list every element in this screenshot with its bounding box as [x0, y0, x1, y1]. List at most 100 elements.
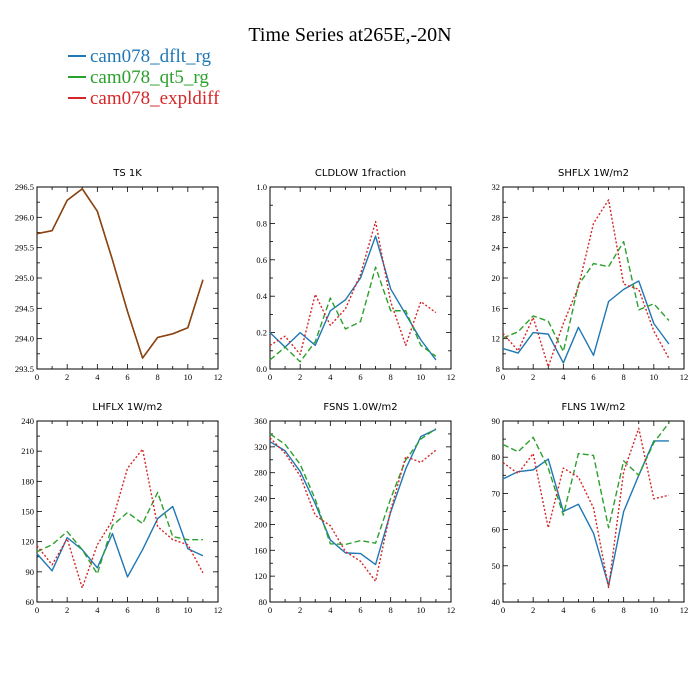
x-tick-label: 2 — [298, 372, 302, 382]
x-tick-label: 6 — [591, 372, 595, 382]
panel-1: TS 1K 0 2 4 6 8 10 12 293.5 294.0 294.5 295.0 295.5 2… — [15, 168, 222, 382]
y-tick-label: 180 — [21, 476, 34, 486]
x-tick-label: 4 — [561, 605, 566, 615]
plot-frame — [269, 420, 452, 603]
series-line-cam078_qt5_rg — [269, 428, 437, 546]
y-tick-label: 28 — [492, 212, 501, 222]
panel-title: TS 1K — [112, 168, 142, 179]
series-group — [36, 448, 204, 589]
x-tick-label: 2 — [65, 605, 69, 615]
x-tick-label: 10 — [650, 372, 659, 382]
series-line-cam078_expldiff — [36, 188, 204, 359]
y-tick-label: 60 — [492, 525, 501, 535]
y-tick-label: 70 — [492, 488, 501, 498]
legend-entry-2: cam078_qt5_rg — [68, 67, 209, 88]
y-tick-label: 150 — [21, 507, 34, 517]
y-tick-label: 16 — [492, 303, 501, 313]
x-tick-label: 4 — [328, 372, 333, 382]
x-tick-label: 8 — [156, 372, 160, 382]
x-tick-label: 0 — [268, 372, 272, 382]
y-tick-label: 360 — [254, 416, 267, 426]
y-tick-label: 294.5 — [15, 303, 34, 313]
x-tick-label: 12 — [214, 372, 223, 382]
y-tick-label: 0.0 — [256, 364, 267, 374]
x-tick-label: 6 — [125, 372, 129, 382]
series-line-cam078_qt5_rg — [502, 240, 670, 353]
y-tick-label: 210 — [21, 446, 34, 456]
x-tick-label: 8 — [156, 605, 160, 615]
panel-2: CLDLOW 1fraction 0 2 4 6 8 10 12 0.0 0.2 0.4 0.6 0.8… — [256, 168, 455, 382]
series-group — [269, 428, 437, 583]
x-tick-label: 4 — [328, 605, 333, 615]
x-tick-label: 12 — [447, 605, 456, 615]
y-tick-label: 0.8 — [256, 218, 267, 228]
y-tick-label: 20 — [492, 273, 501, 283]
legend-label-1: cam078_dflt_rg — [90, 46, 212, 67]
x-tick-label: 12 — [214, 605, 223, 615]
legend-label-2: cam078_qt5_rg — [90, 67, 209, 88]
x-tick-label: 2 — [65, 372, 69, 382]
plot-frame — [36, 186, 219, 370]
panel-6: FLNS 1W/m2 0 2 4 6 8 10 12 40 50 60 70 80 90 — [492, 402, 689, 615]
y-tick-label: 280 — [254, 468, 267, 478]
series-line-cam078_qt5_rg — [36, 188, 204, 359]
panel-4: LHFLX 1W/m2 0 2 4 6 8 10 12 60 90 120 150 180 210 240 — [21, 402, 222, 615]
x-tick-label: 10 — [650, 605, 659, 615]
series-line-cam078_expldiff — [269, 220, 437, 356]
y-tick-label: 0.6 — [256, 255, 267, 265]
x-tick-label: 10 — [417, 605, 426, 615]
x-tick-label: 2 — [298, 605, 302, 615]
legend-entry-3: cam078_expldiff — [68, 88, 220, 109]
y-tick-label: 0.2 — [256, 328, 267, 338]
y-tick-label: 120 — [254, 571, 267, 581]
y-tick-label: 296.0 — [15, 212, 34, 222]
panel-title: CLDLOW 1fraction — [315, 168, 406, 179]
x-tick-label: 0 — [501, 605, 505, 615]
series-line-cam078_dflt_rg — [269, 428, 437, 566]
y-tick-label: 296.5 — [15, 182, 34, 192]
series-line-cam078_dflt_rg — [269, 235, 437, 361]
y-tick-label: 160 — [254, 545, 267, 555]
series-line-cam078_qt5_rg — [269, 266, 437, 363]
series-line-cam078_dflt_rg — [502, 440, 669, 587]
panel-title: FLNS 1W/m2 — [561, 402, 625, 413]
x-tick-label: 12 — [447, 372, 456, 382]
x-tick-label: 2 — [531, 372, 535, 382]
x-tick-label: 6 — [358, 605, 362, 615]
series-group — [36, 188, 204, 359]
x-tick-label: 0 — [501, 372, 505, 382]
y-tick-label: 24 — [492, 243, 501, 253]
y-tick-label: 295.0 — [15, 273, 34, 283]
y-tick-label: 60 — [26, 597, 35, 607]
series-line-cam078_dflt_rg — [502, 280, 670, 364]
y-tick-label: 32 — [492, 182, 501, 192]
y-tick-label: 120 — [21, 537, 34, 547]
x-tick-label: 10 — [184, 372, 193, 382]
y-tick-label: 50 — [492, 561, 501, 571]
x-tick-label: 0 — [268, 605, 272, 615]
y-tick-label: 80 — [492, 452, 501, 462]
y-tick-label: 240 — [21, 416, 34, 426]
legend: cam078_dflt_rg cam078_qt5_rg cam078_expl… — [68, 46, 220, 109]
series-line-cam078_qt5_rg — [36, 491, 203, 575]
panel-title: SHFLX 1W/m2 — [558, 168, 629, 179]
y-tick-label: 1.0 — [256, 182, 267, 192]
x-tick-label: 4 — [561, 372, 566, 382]
y-tick-label: 8 — [496, 364, 500, 374]
x-tick-label: 10 — [184, 605, 193, 615]
panel-title: FSNS 1.0W/m2 — [323, 402, 397, 413]
y-tick-label: 80 — [259, 597, 268, 607]
series-line-cam078_qt5_rg — [502, 422, 670, 529]
x-tick-label: 12 — [680, 605, 689, 615]
y-tick-label: 0.4 — [256, 291, 267, 301]
x-tick-label: 6 — [125, 605, 129, 615]
series-line-cam078_expldiff — [502, 427, 670, 589]
y-tick-label: 294.0 — [15, 334, 34, 344]
series-group — [502, 199, 670, 368]
series-group — [502, 422, 670, 589]
y-tick-label: 240 — [254, 494, 267, 504]
x-tick-label: 12 — [680, 372, 689, 382]
series-group — [269, 220, 437, 363]
x-tick-label: 8 — [389, 372, 393, 382]
